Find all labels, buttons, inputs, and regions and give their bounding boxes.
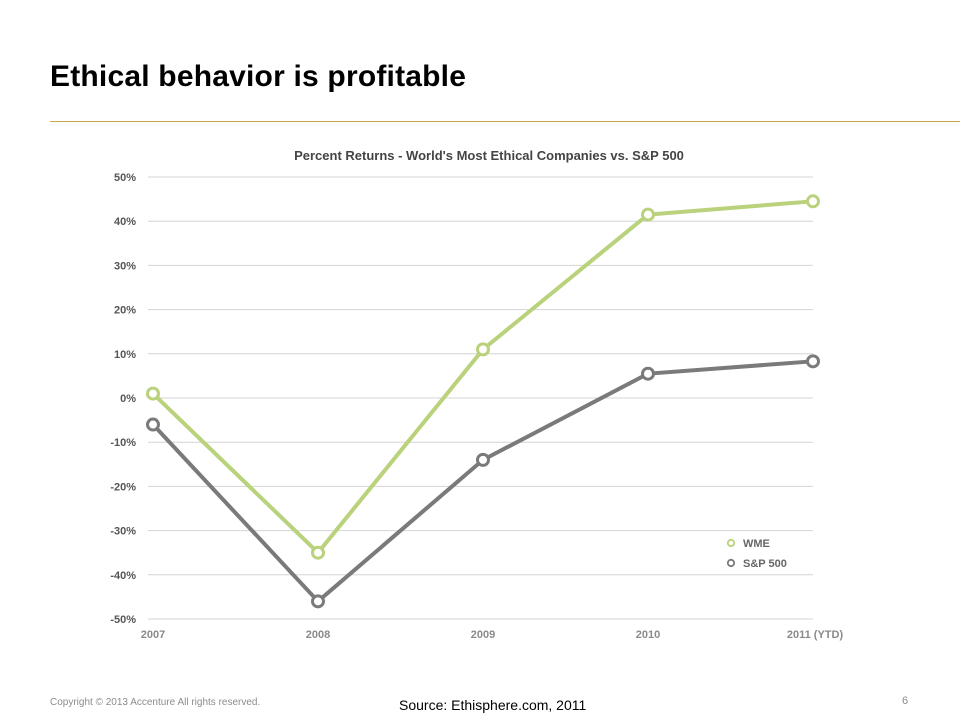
y-axis-ticks: 50% 40% 30% 20% 10% 0% -10% -20% -30% -40% -50%: [110, 172, 136, 626]
y-tick-label: 50%: [114, 172, 136, 184]
data-point-sp500: [311, 594, 325, 609]
page-number: 6: [902, 695, 909, 707]
x-tick-label: 2007: [141, 629, 165, 641]
series-line-wme: [151, 199, 815, 555]
data-point-sp500: [806, 354, 820, 369]
data-point-wme: [146, 386, 160, 401]
y-tick-label: -10%: [110, 437, 136, 449]
legend-label: WME: [743, 538, 770, 550]
legend-marker: [726, 538, 736, 548]
series-line-sp500: [151, 359, 815, 604]
data-point-wme: [311, 545, 325, 560]
gridlines: [148, 176, 813, 620]
data-point-wme: [806, 194, 820, 209]
legend-marker: [726, 558, 736, 568]
y-tick-label: -50%: [110, 614, 136, 626]
data-point-wme: [641, 207, 655, 222]
x-tick-label: 2008: [306, 629, 330, 641]
data-point-sp500: [146, 417, 160, 432]
x-tick-label: 2010: [636, 629, 660, 641]
y-tick-label: 20%: [114, 305, 136, 317]
title-divider: [50, 121, 960, 122]
x-tick-label: 2011 (YTD): [787, 629, 844, 641]
series-lines: [146, 194, 820, 609]
x-axis-ticks: 2007 2008 2009 2010 2011 (YTD): [141, 629, 844, 641]
y-tick-label: -40%: [110, 570, 136, 582]
legend-label: S&P 500: [743, 558, 787, 570]
legend: WME S&P 500: [726, 538, 787, 570]
y-tick-label: 0%: [120, 393, 136, 405]
y-tick-label: 30%: [114, 260, 136, 272]
data-point-sp500: [641, 366, 655, 381]
y-tick-label: -30%: [110, 526, 136, 538]
copyright-text: Copyright © 2013 Accenture All rights re…: [50, 697, 261, 708]
y-tick-label: 40%: [114, 216, 136, 228]
y-tick-label: 10%: [114, 349, 136, 361]
returns-line-chart: Percent Returns - World's Most Ethical C…: [110, 148, 844, 641]
y-tick-label: -20%: [110, 481, 136, 493]
chart-title: Percent Returns - World's Most Ethical C…: [294, 148, 684, 163]
data-point-wme: [476, 342, 490, 357]
source-note: Source: Ethisphere.com, 2011: [399, 697, 587, 713]
slide-title: Ethical behavior is profitable: [50, 60, 467, 93]
x-tick-label: 2009: [471, 629, 495, 641]
data-point-sp500: [476, 452, 490, 467]
